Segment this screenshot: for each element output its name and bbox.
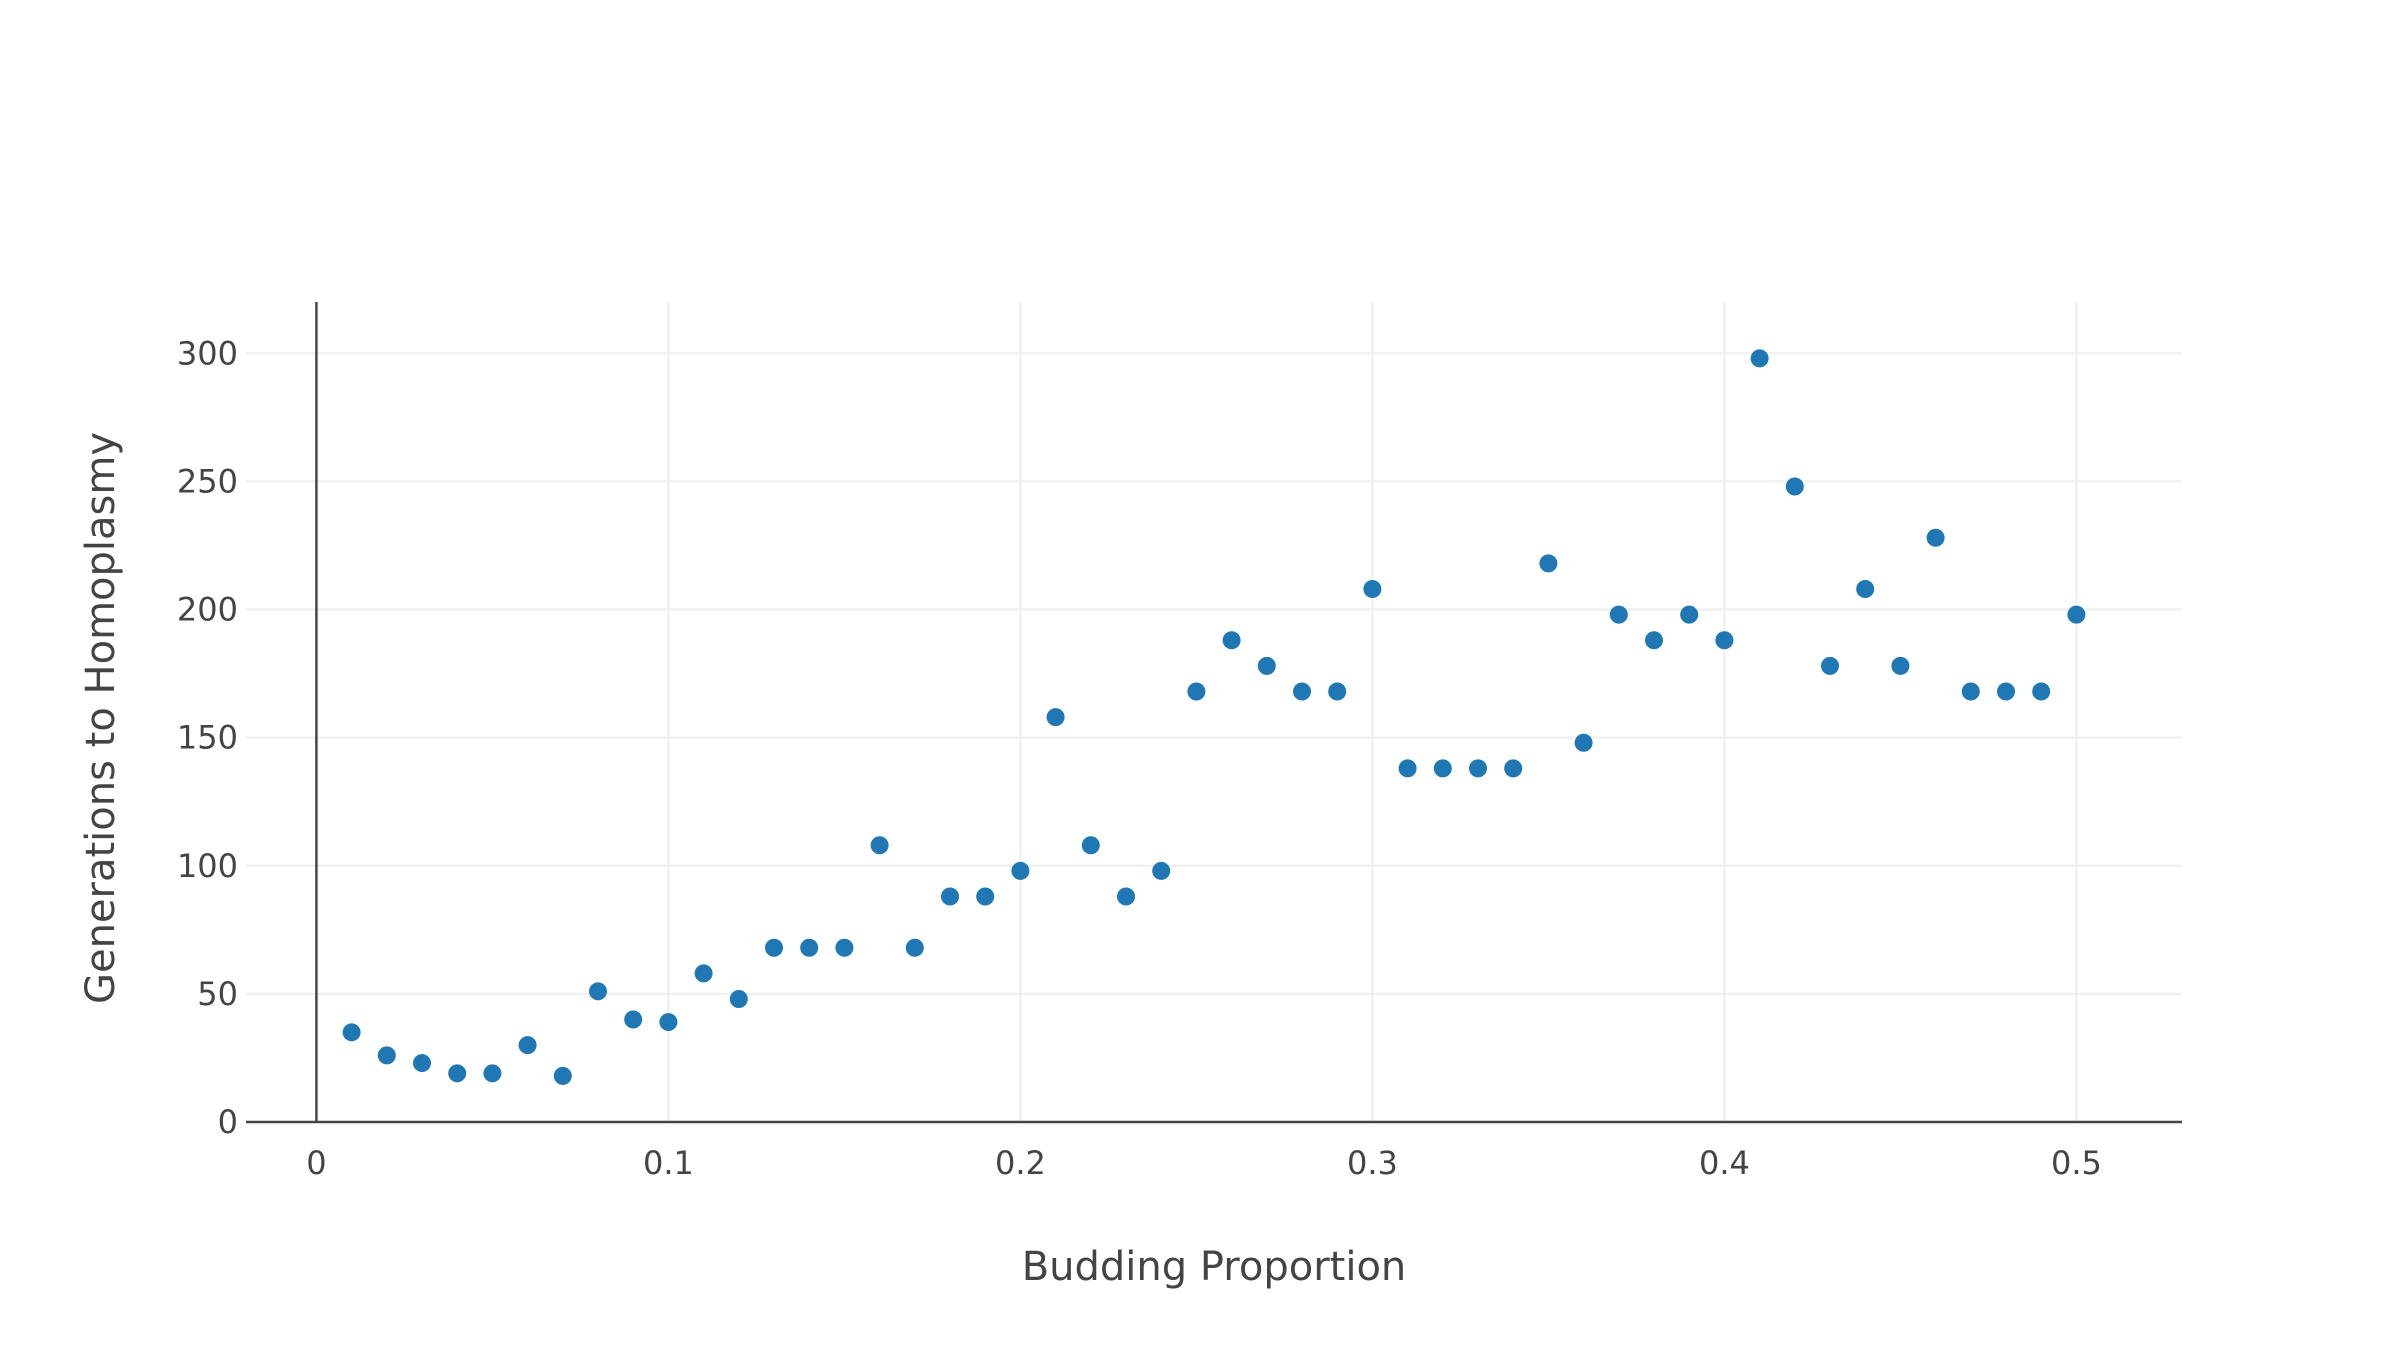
data-point: [1539, 554, 1558, 573]
data-point: [659, 1013, 678, 1032]
x-tick-label: 0: [306, 1144, 326, 1182]
data-point: [624, 1010, 643, 1029]
y-tick-label: 0: [218, 1103, 238, 1141]
data-point: [905, 938, 924, 957]
x-grid-lines: [667, 302, 2078, 1122]
data-point: [1785, 477, 1804, 496]
y-tick-label: 200: [177, 591, 238, 629]
data-point: [1750, 349, 1769, 368]
data-point: [553, 1066, 572, 1085]
y-tick-labels: 0 50 100 150 200 250 300: [177, 334, 238, 1141]
data-point: [1609, 605, 1628, 624]
y-tick-label: 250: [177, 462, 238, 500]
data-point: [941, 887, 959, 906]
data-point: [1856, 580, 1875, 598]
data-point: [448, 1064, 467, 1083]
data-point: [1433, 759, 1452, 778]
data-point: [765, 938, 783, 957]
data-point: [518, 1036, 537, 1055]
y-axis-title: Generations to Homoplasmy: [78, 432, 124, 1004]
data-point: [483, 1064, 502, 1083]
x-tick-label: 0.1: [643, 1144, 694, 1182]
x-tick-label: 0.5: [2051, 1144, 2102, 1182]
data-point: [1574, 733, 1593, 752]
data-point: [1081, 836, 1100, 855]
data-point: [1011, 861, 1030, 880]
y-tick-label: 100: [177, 847, 238, 885]
data-point: [1257, 656, 1276, 675]
data-point: [1152, 861, 1171, 880]
data-point: [1293, 682, 1311, 701]
y-tick-label: 300: [177, 334, 238, 372]
x-tick-label: 0.2: [995, 1144, 1046, 1182]
x-tick-label: 0.4: [1699, 1144, 1750, 1182]
data-point: [800, 938, 819, 957]
data-point: [1222, 631, 1241, 650]
data-point: [1680, 605, 1699, 624]
x-tick-labels: 0 0.1 0.2 0.3 0.4 0.5: [306, 1144, 2102, 1182]
data-point: [1398, 759, 1417, 778]
data-point: [1715, 631, 1734, 650]
data-point: [729, 990, 748, 1008]
data-point: [2067, 605, 2086, 624]
data-point: [1328, 682, 1347, 701]
x-tick-label: 0.3: [1347, 1144, 1398, 1182]
y-tick-label: 150: [177, 719, 238, 757]
data-point: [870, 836, 889, 855]
data-point: [589, 982, 607, 1001]
data-point: [342, 1023, 361, 1042]
data-point: [1046, 708, 1065, 727]
data-point: [1504, 759, 1523, 778]
data-point: [1821, 656, 1839, 675]
data-point: [1117, 887, 1135, 906]
data-point: [835, 938, 854, 957]
data-point: [377, 1046, 396, 1065]
data-point: [1363, 580, 1382, 598]
data-points: [342, 349, 2086, 1085]
x-axis-title: Budding Proportion: [1022, 1244, 1407, 1290]
data-point: [1926, 528, 1945, 547]
data-point: [1469, 759, 1487, 778]
y-tick-label: 50: [197, 975, 238, 1013]
data-point: [1645, 631, 1663, 650]
data-point: [976, 887, 995, 906]
data-point: [2032, 682, 2051, 701]
data-point: [694, 964, 713, 983]
data-point: [1187, 682, 1206, 701]
data-point: [413, 1054, 431, 1073]
y-grid-lines: [246, 352, 2182, 995]
data-point: [1891, 656, 1910, 675]
data-point: [1961, 682, 1980, 701]
data-point: [1997, 682, 2015, 701]
